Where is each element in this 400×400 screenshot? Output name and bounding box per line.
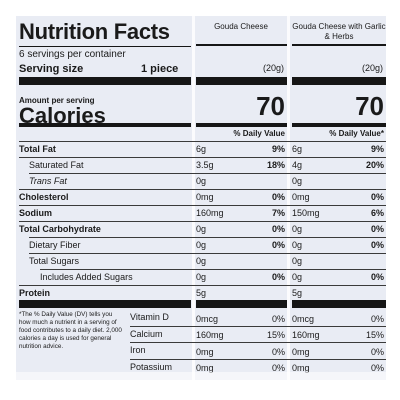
- product-1-dv-header: % Daily Value: [233, 129, 285, 138]
- nutrient-amount: 0g: [196, 256, 207, 266]
- product-1-name: Gouda Cheese: [214, 22, 268, 31]
- vitamin-amount: 0mg: [292, 363, 310, 373]
- vitamin-amount: 0mg: [292, 347, 310, 357]
- nutrient-label: Total Carbohydrate: [19, 224, 101, 234]
- nutrient-amount: 0mg: [196, 192, 214, 202]
- serving-size-value: 1 piece: [141, 63, 179, 75]
- nutrient-dv: 0%: [370, 272, 384, 282]
- nutrient-amount: 0g: [292, 272, 303, 282]
- vitamin-dv: 0%: [370, 363, 384, 373]
- product-1-serving-grams: (20g): [262, 63, 284, 73]
- vitamin-dv: 0%: [271, 363, 285, 373]
- vitamin-dv: 0%: [370, 347, 384, 357]
- nutrient-dv: 0%: [271, 240, 285, 250]
- nutrient-amount: 5g: [292, 288, 303, 298]
- nutrient-label: Total Fat: [19, 144, 56, 154]
- nutrient-dv: 18%: [266, 160, 285, 170]
- nutrient-amount: 5g: [196, 288, 207, 298]
- nutrient-dv: 0%: [271, 192, 285, 202]
- nutrient-dv: 9%: [370, 144, 384, 154]
- nutrient-amount: 6g: [292, 144, 303, 154]
- vitamin-dv: 15%: [365, 330, 384, 340]
- nutrient-amount: 0g: [196, 224, 207, 234]
- nutrient-dv: 0%: [370, 192, 384, 202]
- column-divider: [287, 16, 290, 380]
- vitamin-amount: 0mcg: [196, 314, 219, 324]
- nutrient-amount: 0g: [292, 240, 303, 250]
- vitamin-label: Calcium: [130, 329, 163, 339]
- nutrient-amount: 0g: [196, 240, 207, 250]
- nutrient-label: Trans Fat: [29, 176, 67, 186]
- serving-size-label: Serving size: [19, 63, 84, 75]
- nutrient-amount: 4g: [292, 160, 303, 170]
- nutrient-label: Total Sugars: [29, 256, 80, 266]
- nutrition-label: Nutrition Facts 6 servings per container…: [16, 16, 386, 380]
- nutrient-dv: 0%: [271, 272, 285, 282]
- nutrient-dv: 0%: [370, 240, 384, 250]
- vitamin-dv: 0%: [370, 314, 384, 324]
- nutrient-label: Protein: [19, 288, 51, 298]
- vitamin-dv: 15%: [266, 330, 285, 340]
- nutrient-label: Cholesterol: [19, 192, 69, 202]
- nutrient-amount: 3.5g: [196, 160, 214, 170]
- nutrient-label: Sodium: [19, 208, 52, 218]
- nutrient-amount: 0mg: [292, 192, 310, 202]
- nutrient-dv: 9%: [271, 144, 285, 154]
- nutrient-label: Saturated Fat: [29, 160, 84, 170]
- daily-value-footnote: *The % Daily Value (DV) tells you how mu…: [19, 311, 122, 350]
- nutrient-amount: 0g: [196, 176, 207, 186]
- vitamin-dv: 0%: [271, 314, 285, 324]
- servings-per-container: 6 servings per container: [19, 49, 126, 60]
- nutrient-label: Includes Added Sugars: [40, 272, 133, 282]
- nutrient-dv: 20%: [365, 160, 384, 170]
- nutrient-amount: 0g: [196, 272, 207, 282]
- vitamin-amount: 0mg: [196, 363, 214, 373]
- vitamin-amount: 0mcg: [292, 314, 315, 324]
- nutrient-amount: 6g: [196, 144, 207, 154]
- nutrient-amount: 0g: [292, 176, 303, 186]
- column-divider: [192, 16, 195, 380]
- amount-per-serving: Amount per serving: [19, 96, 95, 105]
- product-2-dv-header: % Daily Value*: [329, 129, 384, 138]
- nutrient-amount: 160mg: [196, 208, 224, 218]
- nutrient-amount: 0g: [292, 256, 303, 266]
- product-1-calories: 70: [256, 91, 285, 121]
- nutrient-amount: 150mg: [292, 208, 320, 218]
- vitamin-amount: 0mg: [196, 347, 214, 357]
- vitamin-dv: 0%: [271, 347, 285, 357]
- vitamin-label: Potassium: [130, 362, 173, 372]
- label-title: Nutrition Facts: [19, 19, 170, 44]
- nutrient-label: Dietary Fiber: [29, 240, 81, 250]
- nutrient-dv: 0%: [271, 224, 285, 234]
- product-2-serving-grams: (20g): [361, 63, 383, 73]
- product-2-calories: 70: [355, 91, 384, 121]
- nutrient-dv: 7%: [271, 208, 285, 218]
- vitamin-label: Iron: [130, 345, 146, 355]
- nutrient-dv: 0%: [370, 224, 384, 234]
- vitamin-amount: 160mg: [196, 330, 224, 340]
- nutrient-amount: 0g: [292, 224, 303, 234]
- nutrient-dv: 6%: [370, 208, 384, 218]
- product-2-name: Gouda Cheese with Garlic & Herbs: [292, 22, 386, 41]
- vitamin-amount: 160mg: [292, 330, 320, 340]
- vitamin-label: Vitamin D: [130, 312, 169, 322]
